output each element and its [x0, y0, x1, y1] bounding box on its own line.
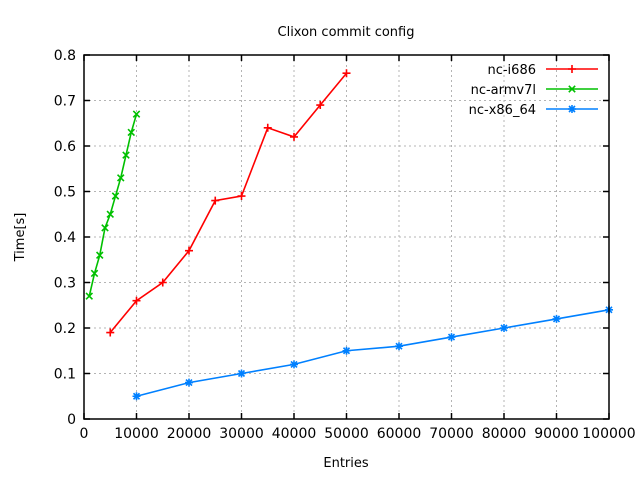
data-point-marker [316, 101, 325, 110]
gridlines [84, 55, 609, 419]
y-tick-label: 0.2 [54, 321, 76, 337]
x-tick-label: 10000 [114, 426, 159, 442]
y-tick-label: 0.1 [54, 367, 76, 383]
legend-label: nc-armv7l [471, 83, 536, 98]
data-point-marker [132, 392, 141, 401]
y-tick-label: 0.3 [54, 276, 76, 292]
series-line [88, 113, 138, 297]
x-tick-label: 30000 [219, 426, 264, 442]
x-tick-label: 40000 [272, 426, 317, 442]
data-point-marker [237, 192, 246, 201]
x-tick-label: 100000 [582, 426, 635, 442]
data-point-marker [132, 110, 141, 118]
data-point-marker [263, 123, 272, 132]
x-tick-label: 0 [80, 426, 89, 442]
y-tick-label: 0.6 [54, 139, 76, 155]
data-point-marker [90, 269, 99, 278]
legend-key-marker [568, 105, 576, 113]
x-tick-label: 20000 [167, 426, 212, 442]
data-point-marker [185, 246, 193, 255]
legend: nc-i686 nc-armv7l nc-x86_64 [469, 63, 598, 118]
y-tick-label: 0.8 [54, 48, 76, 64]
series-nc-i686 [106, 69, 351, 337]
data-point-marker [395, 342, 403, 351]
data-point-marker [111, 192, 120, 200]
legend-entry: nc-i686 [487, 63, 598, 78]
series-line [109, 72, 348, 334]
data-point-marker [106, 328, 115, 337]
y-tick-label: 0.5 [54, 185, 76, 201]
tick-labels: 0 10000 20000 30000 40000 50000 60000 70000 8000… [54, 48, 636, 442]
x-tick-label: 60000 [377, 426, 422, 442]
data-point-marker [447, 333, 456, 342]
data-point-marker [290, 132, 298, 141]
series-nc-x86_64 [132, 305, 613, 401]
series-nc-armv7l [85, 110, 141, 300]
data-point-marker [101, 224, 109, 232]
legend-entry: nc-armv7l [471, 83, 598, 98]
legend-key-marker [568, 85, 576, 93]
data-point-marker [116, 174, 125, 182]
legend-key-marker [568, 65, 576, 73]
legend-label: nc-x86_64 [469, 103, 536, 118]
x-axis-label: Entries [323, 456, 369, 471]
y-tick-label: 0.7 [54, 94, 76, 110]
data-point-marker [500, 324, 508, 332]
legend-label: nc-i686 [487, 63, 536, 78]
data-point-marker [127, 128, 136, 137]
chart-title: Clixon commit config [278, 25, 415, 40]
y-axis-label: Time[s] [13, 213, 28, 263]
data-point-marker [211, 196, 220, 205]
data-series [85, 69, 613, 401]
data-point-marker [95, 251, 104, 259]
data-point-marker [85, 292, 94, 300]
data-point-marker [185, 378, 193, 387]
y-tick-label: 0 [67, 412, 76, 428]
data-point-marker [342, 69, 351, 78]
y-tick-label: 0.4 [54, 230, 76, 246]
data-point-marker [342, 346, 351, 355]
x-tick-label: 50000 [324, 426, 369, 442]
data-point-marker [552, 314, 561, 323]
legend-entry: nc-x86_64 [469, 103, 598, 118]
data-point-marker [106, 210, 115, 219]
data-point-marker [132, 296, 141, 305]
x-tick-label: 80000 [482, 426, 527, 442]
axis-ticks [83, 54, 610, 420]
data-point-marker [290, 360, 298, 369]
data-point-marker [237, 369, 246, 378]
data-point-marker [122, 151, 130, 159]
data-point-marker [158, 278, 167, 287]
x-tick-label: 70000 [429, 426, 474, 442]
x-tick-label: 90000 [534, 426, 579, 442]
series-line [136, 309, 610, 398]
